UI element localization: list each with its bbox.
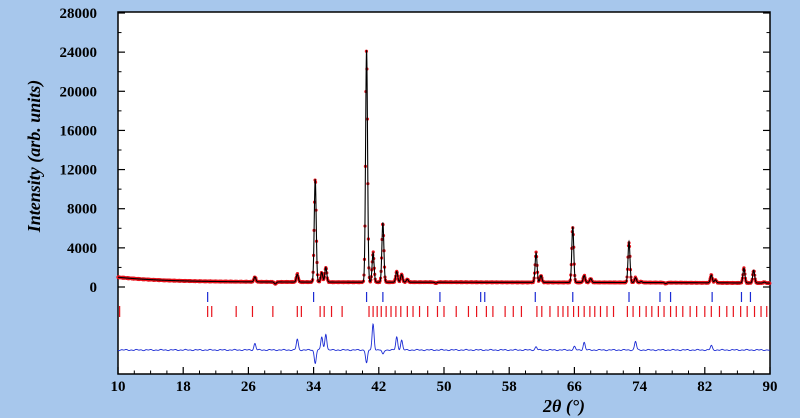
plot-area [117, 11, 771, 375]
x-tick-label: 50 [437, 379, 452, 395]
x-tick-label: 34 [306, 379, 322, 395]
y-tick-label: 20000 [60, 84, 98, 100]
y-tick-label: 12000 [60, 163, 98, 179]
x-axis-title: 2θ (°) [542, 396, 585, 417]
x-tick-label: 66 [567, 379, 583, 395]
calculated-curve [117, 50, 771, 285]
x-tick-label: 82 [697, 379, 712, 395]
y-tick-label: 28000 [60, 6, 98, 22]
x-tick-label: 26 [241, 379, 257, 395]
x-tick-label: 58 [502, 379, 517, 395]
bragg-marks-phase-1 [207, 292, 752, 302]
y-axis-title: Intensity (arb. units) [24, 80, 45, 234]
bragg-marks-phase-2 [119, 306, 768, 317]
y-tick-label: 24000 [60, 45, 98, 61]
y-tick-label: 4000 [67, 241, 97, 257]
x-tick-label: 10 [111, 379, 126, 395]
x-tick-label: 42 [371, 379, 386, 395]
difference-curve [117, 322, 771, 365]
y-tick-label: 8000 [67, 202, 97, 218]
x-tick-label: 90 [763, 379, 778, 395]
x-axis: 10 18 26 34 42 50 58 66 74 82 90 [111, 367, 778, 395]
y-tick-label: 16000 [60, 123, 98, 139]
y-tick-label: 0 [90, 280, 98, 296]
x-tick-label: 74 [632, 379, 648, 395]
x-tick-label: 18 [176, 379, 191, 395]
y-axis: 0 4000 8000 12000 16000 20000 24000 28000 [60, 6, 770, 296]
